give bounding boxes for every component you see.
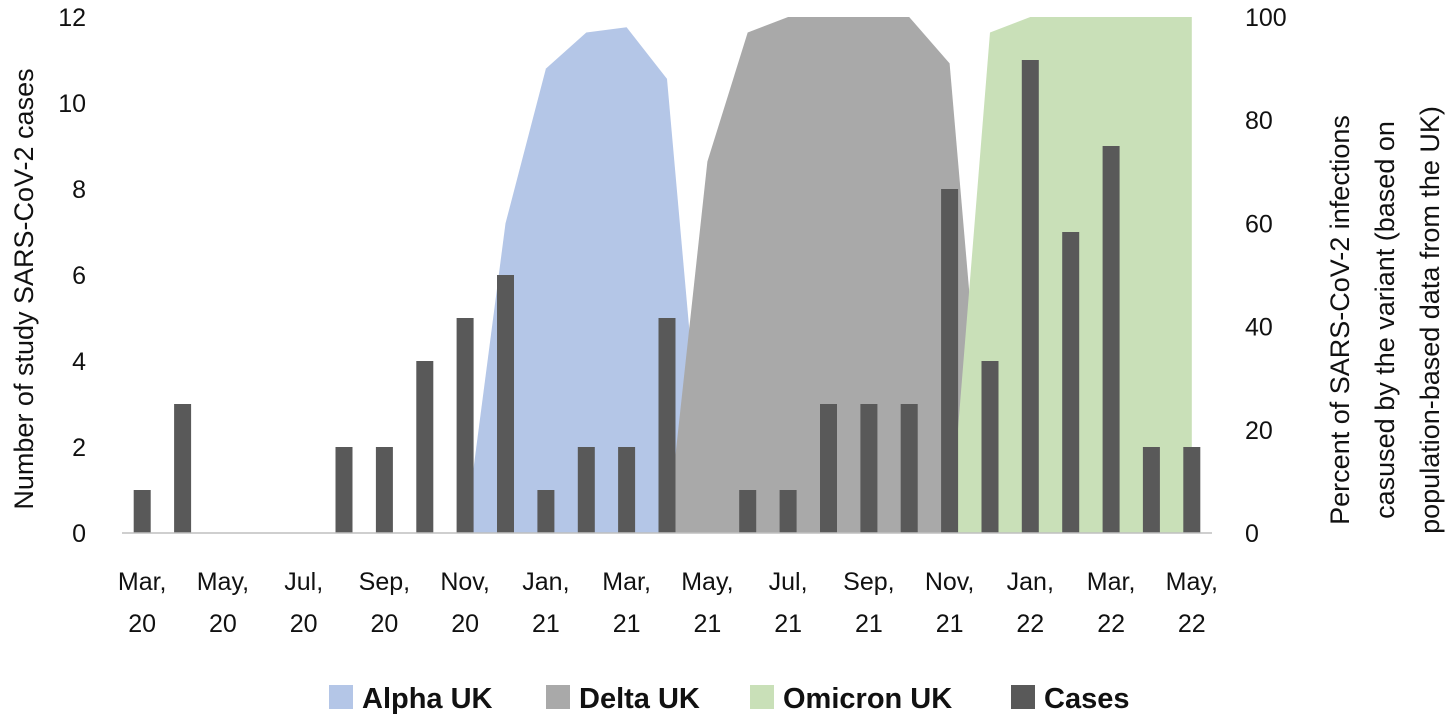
- bar-cases: [497, 275, 514, 533]
- legend-label-delta-uk: Delta UK: [579, 683, 700, 715]
- x-tick-label: Sep, 21: [843, 568, 894, 638]
- bar-cases: [820, 404, 837, 533]
- right-y-tick-label: 80: [1245, 107, 1273, 135]
- left-y-tick-label: 0: [72, 520, 86, 548]
- x-tick-label: Jul, 20: [284, 568, 323, 638]
- left-y-axis-title: Number of study SARS-CoV-2 cases: [9, 68, 39, 509]
- bar-cases: [416, 361, 434, 533]
- left-y-tick-label: 12: [58, 4, 86, 32]
- x-tick-label: May, 20: [197, 568, 249, 638]
- x-tick-label: Mar, 21: [602, 568, 651, 638]
- left-y-tick-label: 10: [58, 90, 86, 118]
- legend-label-cases: Cases: [1044, 683, 1129, 715]
- x-tick-label: Mar, 20: [118, 568, 167, 638]
- bar-cases: [335, 447, 353, 533]
- right-y-tick-label: 0: [1245, 520, 1259, 548]
- legend-label-omicron-uk: Omicron UK: [783, 683, 952, 715]
- right-y-axis-ticks: 0 20 40 60 80 100: [1245, 4, 1287, 548]
- bar-cases: [658, 318, 676, 533]
- right-y-tick-label: 40: [1245, 314, 1273, 342]
- left-y-tick-label: 6: [72, 262, 86, 290]
- area-alpha-uk: [465, 27, 708, 534]
- x-axis-ticks: Mar, 20 May, 20 Jul, 20 Sep, 20 Nov, 20 Jan, 21 Mar,…: [118, 568, 1218, 638]
- right-y-axis-title-line: casused by the variant (based on: [1370, 121, 1400, 519]
- bar-cases: [900, 404, 918, 533]
- right-y-tick-label: 100: [1245, 4, 1287, 32]
- legend-swatch-alpha-uk: [329, 685, 353, 709]
- bar-cases: [1102, 146, 1120, 533]
- bar-cases: [981, 361, 999, 533]
- left-y-tick-label: 8: [72, 176, 86, 204]
- legend-label-alpha-uk: Alpha UK: [362, 683, 493, 715]
- x-tick-label: Nov, 21: [925, 568, 975, 638]
- legend-swatch-omicron-uk: [750, 685, 774, 709]
- bar-cases: [1183, 447, 1201, 533]
- x-tick-label: May, 22: [1166, 568, 1218, 638]
- legend: Alpha UK Delta UK Omicron UK Cases: [329, 683, 1129, 715]
- bar-cases: [739, 490, 757, 533]
- x-tick-label: Sep, 20: [359, 568, 410, 638]
- legend-swatch-delta-uk: [546, 685, 570, 709]
- left-y-axis-ticks: 0 2 4 6 8 10 12: [58, 4, 86, 548]
- x-tick-label: Jan, 22: [1007, 568, 1054, 638]
- bar-cases: [941, 189, 959, 533]
- bar-cases: [1021, 60, 1039, 533]
- right-y-tick-label: 60: [1245, 210, 1273, 238]
- bar-cases: [456, 318, 474, 533]
- bar-cases: [1062, 232, 1080, 533]
- bar-cases: [133, 490, 151, 533]
- right-y-axis-title: Percent of SARS-CoV-2 infections casused …: [1325, 106, 1445, 534]
- left-y-tick-label: 4: [72, 348, 86, 376]
- x-tick-label: Jul, 21: [769, 568, 808, 638]
- right-y-axis-title-line: population-based data from the UK): [1415, 106, 1445, 534]
- bar-cases: [577, 447, 595, 533]
- bar-cases: [860, 404, 878, 533]
- right-y-tick-label: 20: [1245, 417, 1273, 445]
- bar-cases: [618, 447, 636, 533]
- legend-swatch-cases: [1011, 685, 1035, 709]
- x-tick-label: Jan, 21: [522, 568, 569, 638]
- bar-cases: [174, 404, 192, 533]
- bar-cases: [375, 447, 393, 533]
- left-y-tick-label: 2: [72, 434, 86, 462]
- case-bars: [133, 60, 1201, 533]
- x-tick-label: Nov, 20: [440, 568, 490, 638]
- bar-cases: [779, 490, 797, 533]
- right-y-axis-title-line: Percent of SARS-CoV-2 infections: [1325, 115, 1355, 525]
- bar-cases: [537, 490, 555, 533]
- x-tick-label: Mar, 22: [1087, 568, 1136, 638]
- bar-cases: [1142, 447, 1160, 533]
- x-tick-label: May, 21: [681, 568, 733, 638]
